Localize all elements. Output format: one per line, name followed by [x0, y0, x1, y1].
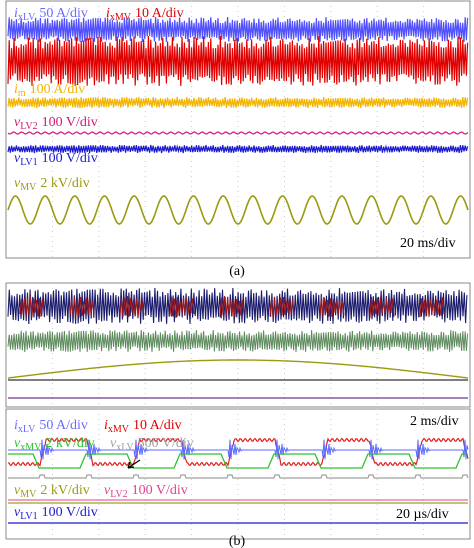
waveform	[19, 295, 45, 318]
trace-label: ixLV 50 A/div	[14, 418, 88, 435]
label-subscript: xLV	[18, 12, 36, 23]
timebase: 20 µs/div	[396, 507, 449, 522]
label-scale: 100 V/div	[42, 505, 98, 520]
label-scale: 500 V/div	[138, 436, 194, 451]
waveform	[7, 329, 469, 353]
label-symbol: v	[104, 483, 111, 498]
label-symbol: i	[14, 82, 18, 97]
label-scale: 10 A/div	[135, 6, 184, 21]
label-scale: 10 A/div	[133, 418, 182, 433]
waveform	[419, 297, 445, 318]
label-symbol: v	[14, 505, 21, 520]
trace-label: ixMV 10 A/div	[104, 418, 182, 435]
waveform	[7, 195, 469, 225]
waveform	[7, 16, 469, 43]
label-scale: 50 A/div	[39, 418, 88, 433]
waveform	[8, 474, 469, 479]
label-subscript: MV	[20, 489, 37, 500]
label-scale: 100 V/div	[42, 151, 98, 166]
trace-label: vLV1 100 V/div	[14, 505, 98, 522]
waveform	[219, 295, 245, 318]
label-symbol: v	[14, 436, 21, 451]
caption: (b)	[229, 534, 246, 548]
timebase: 20 ms/div	[400, 236, 456, 251]
waveform	[169, 296, 195, 319]
waveform	[69, 296, 95, 319]
trace-label: ixMV 10 A/div	[106, 6, 184, 23]
label-subscript: LV1	[20, 157, 37, 168]
trace-label: vLV2 100 V/div	[14, 115, 98, 132]
label-scale: 100 V/div	[132, 483, 188, 498]
waveform	[269, 296, 295, 319]
label-subscript: xMV	[108, 424, 130, 435]
label-subscript: xMV	[110, 12, 132, 23]
label-scale: 2 kV/div	[45, 436, 94, 451]
label-subscript: m	[18, 88, 26, 99]
waveform	[8, 439, 469, 460]
label-subscript: LV2	[20, 121, 37, 132]
label-scale: 50 A/div	[39, 6, 88, 21]
waveform	[7, 359, 469, 379]
label-symbol: v	[14, 176, 21, 191]
trace-label: vLV2 100 V/div	[104, 483, 188, 500]
label-symbol: i	[104, 418, 108, 433]
timebase: 2 ms/div	[410, 414, 459, 429]
waveform	[7, 437, 469, 467]
caption: (a)	[229, 264, 245, 279]
label-symbol: i	[14, 418, 18, 433]
label-symbol: v	[14, 115, 21, 130]
waveform	[369, 296, 395, 319]
label-symbol: v	[110, 436, 117, 451]
trace-label: ixLV 50 A/div	[14, 6, 88, 23]
label-scale: 100 A/div	[30, 82, 86, 97]
trace-label: vMV 2 kV/div	[14, 483, 90, 500]
waveform	[7, 35, 469, 87]
label-scale: 2 kV/div	[40, 483, 89, 498]
label-subscript: xMV	[20, 442, 42, 453]
waveform	[119, 295, 145, 318]
waveform	[319, 295, 345, 318]
label-subscript: xLV	[18, 424, 36, 435]
waveform	[7, 131, 469, 135]
label-symbol: v	[14, 483, 21, 498]
trace-label: vxMV 2 kV/div	[14, 436, 95, 453]
waveform	[7, 144, 469, 154]
arrow	[127, 459, 141, 469]
label-subscript: MV	[20, 182, 37, 193]
label-subscript: xLV	[116, 442, 134, 453]
label-symbol: i	[106, 6, 110, 21]
label-symbol: i	[14, 6, 18, 21]
label-scale: 100 V/div	[42, 115, 98, 130]
label-subscript: LV2	[110, 489, 127, 500]
label-subscript: LV1	[20, 511, 37, 522]
waveform	[8, 453, 468, 469]
label-scale: 2 kV/div	[40, 176, 89, 191]
label-symbol: v	[14, 151, 21, 166]
waveform	[7, 96, 469, 109]
trace-label: im 100 A/div	[14, 82, 85, 99]
trace-label: vxLV 500 V/div	[110, 436, 194, 453]
trace-label: vMV 2 kV/div	[14, 176, 90, 193]
trace-label: vLV1 100 V/div	[14, 151, 98, 168]
